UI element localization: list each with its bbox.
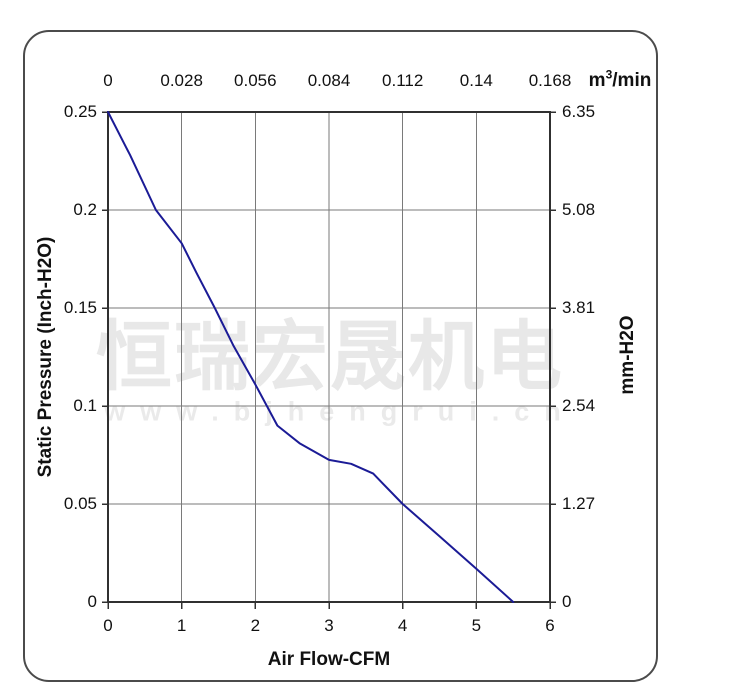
static-pressure-vs-airflow-curve bbox=[107, 111, 515, 603]
watermark-url-text: www.bjhengrui.cn bbox=[104, 396, 576, 427]
plot-border bbox=[107, 111, 551, 603]
y-right-axis-title: mm-H2O bbox=[617, 315, 638, 395]
y-left-axis-title: Static Pressure (Inch-H2O) bbox=[35, 236, 56, 478]
chart-panel-border bbox=[23, 30, 658, 682]
top-axis-unit-label: m3/min bbox=[588, 67, 652, 92]
x-axis-title: Air Flow-CFM bbox=[267, 649, 391, 670]
top-unit-rest: /min bbox=[612, 70, 652, 91]
top-unit-superscript: 3 bbox=[605, 67, 613, 82]
top-unit-base: m bbox=[588, 70, 606, 91]
